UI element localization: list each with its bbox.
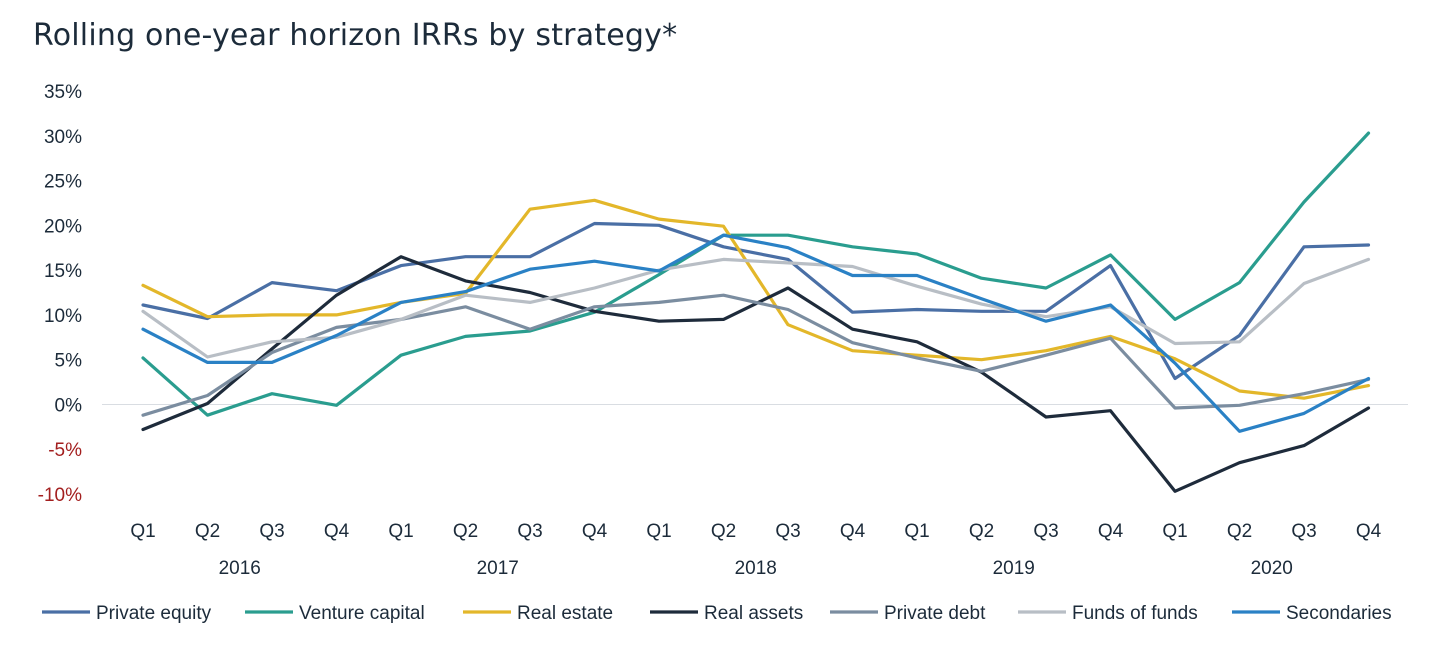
series-lines (141, 131, 1371, 493)
x-tick-label: Q4 (840, 521, 866, 542)
legend-label: Real assets (704, 603, 803, 624)
y-tick-label: 20% (44, 216, 82, 237)
y-tick-label: 5% (55, 351, 83, 372)
series-line-private-equity (141, 221, 1371, 381)
year-label: 2020 (1251, 558, 1293, 579)
x-tick-label: Q2 (195, 521, 220, 542)
year-label: 2018 (735, 558, 777, 579)
x-tick-label: Q2 (969, 521, 994, 542)
x-tick-label: Q1 (130, 521, 155, 542)
series-line-funds-of-funds (141, 257, 1371, 359)
legend-label: Private equity (96, 603, 212, 624)
chart-title: Rolling one-year horizon IRRs by strateg… (33, 18, 678, 53)
x-tick-label: Q2 (1227, 521, 1252, 542)
legend-label: Real estate (517, 603, 613, 624)
legend-label: Venture capital (299, 603, 425, 624)
x-axis: Q1 Q2 Q3 Q4 Q1 Q2 Q3 Q4 Q1 Q2 Q3 Q4 Q1 Q2 Q3 Q4 Q1 Q2 Q3 Q4… (130, 521, 1381, 579)
series-line-venture-capital (141, 131, 1371, 417)
series-line-private-debt (141, 293, 1371, 417)
x-tick-label: Q1 (388, 521, 413, 542)
x-tick-label: Q3 (259, 521, 284, 542)
x-tick-label: Q1 (646, 521, 671, 542)
y-tick-label: 35% (44, 82, 82, 103)
x-tick-label: Q2 (711, 521, 736, 542)
x-tick-label: Q3 (1033, 521, 1058, 542)
year-label: 2019 (993, 558, 1035, 579)
x-tick-label: Q2 (453, 521, 478, 542)
legend-label: Funds of funds (1072, 603, 1198, 624)
legend-label: Private debt (884, 603, 986, 624)
y-tick-label: 10% (44, 306, 82, 327)
y-tick-label: 30% (44, 127, 82, 148)
y-tick-label: -5% (48, 440, 82, 461)
y-tick-label: -10% (38, 485, 82, 506)
series-line-real-estate (141, 198, 1371, 400)
series-line-secondaries (141, 233, 1371, 433)
legend-label: Secondaries (1286, 603, 1392, 624)
y-tick-label: 15% (44, 261, 82, 282)
x-tick-label: Q3 (1291, 521, 1316, 542)
x-tick-label: Q4 (582, 521, 608, 542)
x-tick-label: Q1 (904, 521, 929, 542)
y-axis: 35% 30% 25% 20% 15% 10% 5% 0% -5% -10% (38, 82, 82, 506)
x-tick-label: Q4 (1356, 521, 1382, 542)
year-label: 2016 (219, 558, 261, 579)
y-tick-label: 0% (55, 395, 83, 416)
x-tick-label: Q4 (324, 521, 350, 542)
legend: Private equity Venture capital Real estate… (42, 603, 1392, 624)
y-tick-label: 25% (44, 172, 82, 193)
x-tick-label: Q3 (775, 521, 800, 542)
x-tick-label: Q4 (1098, 521, 1124, 542)
x-tick-label: Q1 (1162, 521, 1187, 542)
year-label: 2017 (477, 558, 519, 579)
x-tick-label: Q3 (517, 521, 542, 542)
